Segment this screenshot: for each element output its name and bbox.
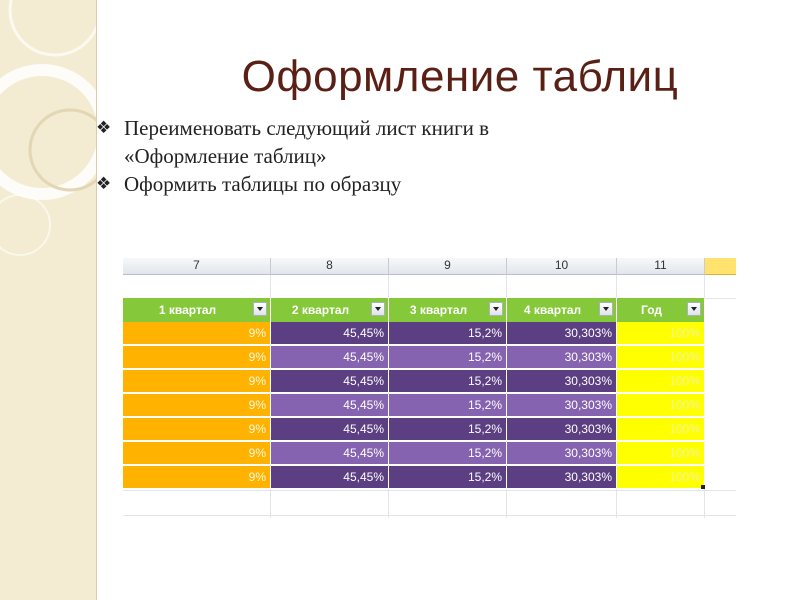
column-header[interactable]: 7: [123, 258, 271, 275]
filter-dropdown-icon[interactable]: [599, 302, 613, 316]
table-cell[interactable]: 9%: [123, 442, 271, 465]
column-header[interactable]: 9: [389, 258, 507, 275]
table-cell[interactable]: 45,45%: [271, 394, 389, 417]
table-cell[interactable]: 15,2%: [389, 346, 507, 369]
table-cell[interactable]: 30,303%: [507, 370, 617, 393]
decorative-circles-icon: [0, 0, 96, 256]
table-row: 9% 45,45% 15,2% 30,303% 100%: [123, 442, 705, 466]
table-row: 9% 45,45% 15,2% 30,303% 100%: [123, 394, 705, 418]
table-cell[interactable]: 15,2%: [389, 394, 507, 417]
header-label: 4 квартал: [523, 303, 582, 317]
gridline: [123, 490, 736, 491]
gridline: [123, 515, 736, 516]
bullet-item: ❖ Переименовать следующий лист книги в «…: [96, 114, 736, 170]
table-cell[interactable]: 100%: [617, 418, 705, 441]
bullet-item: ❖ Оформить таблицы по образцу: [96, 170, 736, 198]
table-row: 9% 45,45% 15,2% 30,303% 100%: [123, 370, 705, 394]
selected-column-header[interactable]: [705, 258, 736, 275]
table-resize-handle[interactable]: [701, 485, 705, 489]
column-header[interactable]: 10: [507, 258, 617, 275]
table-cell[interactable]: 100%: [617, 442, 705, 465]
table-header-cell[interactable]: 1 квартал: [123, 298, 271, 322]
bullet-line: Оформить таблицы по образцу: [124, 172, 402, 196]
table-row: 9% 45,45% 15,2% 30,303% 100%: [123, 346, 705, 370]
table-row: 9% 45,45% 15,2% 30,303% 100%: [123, 418, 705, 442]
decorative-side-band: [0, 0, 96, 600]
table-cell[interactable]: 9%: [123, 370, 271, 393]
header-label: 1 квартал: [158, 303, 217, 317]
filter-dropdown-icon[interactable]: [687, 302, 701, 316]
diamond-bullet-icon: ❖: [96, 118, 112, 138]
slide-title: Оформление таблиц: [241, 52, 679, 101]
table-cell[interactable]: 100%: [617, 346, 705, 369]
table-cell[interactable]: 15,2%: [389, 418, 507, 441]
table-cell[interactable]: 30,303%: [507, 394, 617, 417]
filter-dropdown-icon[interactable]: [371, 302, 385, 316]
table-cell[interactable]: 30,303%: [507, 418, 617, 441]
table-row: 9% 45,45% 15,2% 30,303% 100%: [123, 322, 705, 346]
table-cell[interactable]: 9%: [123, 346, 271, 369]
column-header[interactable]: 11: [617, 258, 705, 275]
table-cell[interactable]: 100%: [617, 370, 705, 393]
filter-dropdown-icon[interactable]: [253, 302, 267, 316]
table-cell[interactable]: 100%: [617, 322, 705, 345]
bullet-line: Переименовать следующий лист книги в: [124, 116, 490, 140]
table-cell[interactable]: 45,45%: [271, 466, 389, 489]
table-cell[interactable]: 30,303%: [507, 466, 617, 489]
table-cell[interactable]: 9%: [123, 322, 271, 345]
table-cell[interactable]: 9%: [123, 394, 271, 417]
table-cell[interactable]: 30,303%: [507, 322, 617, 345]
table-row: 9% 45,45% 15,2% 30,303% 100%: [123, 466, 705, 490]
table-cell[interactable]: 15,2%: [389, 466, 507, 489]
table-cell[interactable]: 9%: [123, 466, 271, 489]
table-cell[interactable]: 45,45%: [271, 346, 389, 369]
spreadsheet-screenshot: 7 8 9 10 11 1 квартал 2 квартал 3 квартал 4…: [123, 258, 736, 518]
table-cell[interactable]: 30,303%: [507, 346, 617, 369]
table-header-cell[interactable]: 3 квартал: [389, 298, 507, 322]
bullet-list: ❖ Переименовать следующий лист книги в «…: [96, 114, 736, 198]
header-label: 2 квартал: [291, 303, 350, 317]
table-header-cell[interactable]: 2 квартал: [271, 298, 389, 322]
table-cell[interactable]: 45,45%: [271, 418, 389, 441]
diamond-bullet-icon: ❖: [96, 174, 112, 194]
table-cell[interactable]: 45,45%: [271, 322, 389, 345]
table-cell[interactable]: 9%: [123, 418, 271, 441]
table-cell[interactable]: 30,303%: [507, 442, 617, 465]
header-label: 3 квартал: [409, 303, 468, 317]
table-cell[interactable]: 15,2%: [389, 370, 507, 393]
bullet-line: «Оформление таблиц»: [124, 144, 327, 168]
table-header-cell[interactable]: 4 квартал: [507, 298, 617, 322]
table-header-cell[interactable]: Год: [617, 298, 705, 322]
table-cell[interactable]: 100%: [617, 466, 705, 489]
table-cell[interactable]: 15,2%: [389, 442, 507, 465]
filter-dropdown-icon[interactable]: [489, 302, 503, 316]
side-divider: [96, 0, 97, 600]
table-header-row: 1 квартал 2 квартал 3 квартал 4 квартал Год: [123, 298, 705, 322]
table-cell[interactable]: 100%: [617, 394, 705, 417]
table-cell[interactable]: 45,45%: [271, 370, 389, 393]
table-cell[interactable]: 45,45%: [271, 442, 389, 465]
header-label: Год: [641, 303, 662, 317]
column-header[interactable]: 8: [271, 258, 389, 275]
table-cell[interactable]: 15,2%: [389, 322, 507, 345]
